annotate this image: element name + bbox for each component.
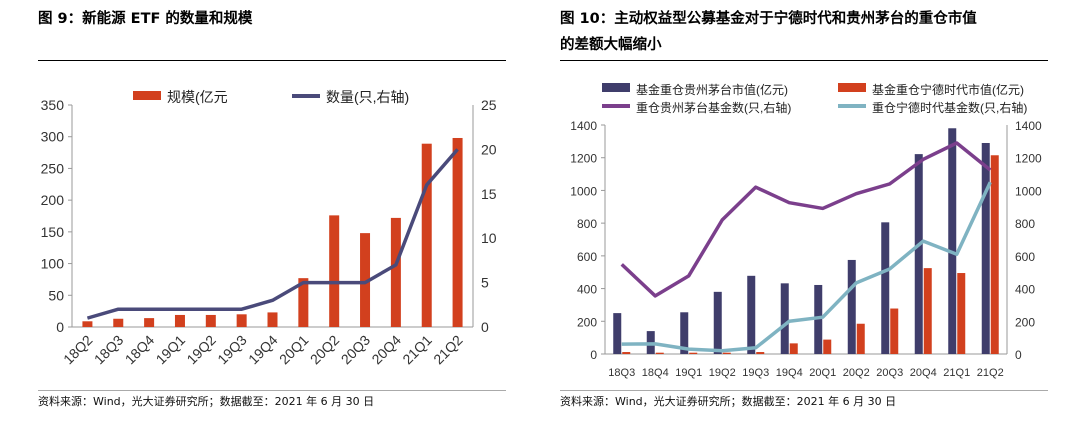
y2-tick-label: 600 (1015, 250, 1035, 264)
right-title-rule (560, 60, 1048, 61)
x-tick-label: 19Q3 (742, 367, 769, 379)
bar (82, 321, 93, 327)
y-tick-label: 1400 (570, 119, 597, 133)
bar (390, 217, 401, 327)
y-tick-label: 150 (41, 224, 65, 240)
bar (452, 137, 463, 327)
bar (780, 283, 789, 354)
bar (881, 222, 890, 354)
legend-label: 规模(亿元 (167, 89, 228, 105)
x-tick-label: 20Q3 (876, 367, 903, 379)
x-tick-label: 20Q4 (910, 367, 937, 379)
legend-swatch (602, 83, 630, 92)
bar (747, 275, 756, 354)
bar (655, 352, 664, 354)
x-tick-label: 19Q1 (675, 367, 702, 379)
bar (923, 268, 932, 354)
y-tick-label: 350 (41, 97, 65, 113)
y2-tick-label: 1400 (1015, 119, 1042, 133)
left-source: 资料来源：Wind，光大证券研究所；数据截至：2021 年 6 月 30 日 (38, 395, 375, 408)
y-tick-label: 300 (41, 129, 65, 145)
y-tick-label: 1200 (570, 152, 597, 166)
x-tick-label: 21Q1 (943, 367, 970, 379)
x-tick-label: 20Q2 (843, 367, 870, 379)
x-tick-label: 20Q1 (809, 367, 836, 379)
x-tick-label: 18Q3 (608, 367, 635, 379)
bar (613, 313, 622, 354)
legend-label: 基金重仓宁德时代市值(亿元) (872, 82, 1024, 97)
series-line (620, 141, 992, 298)
y2-tick-label: 1000 (1015, 184, 1042, 198)
bar (236, 314, 247, 327)
y2-tick-label: 800 (1015, 217, 1035, 231)
right-source: 资料来源：Wind，光大证券研究所；数据截至：2021 年 6 月 30 日 (560, 395, 897, 408)
y-tick-label: 0 (590, 348, 597, 362)
y-tick-label: 200 (577, 315, 597, 329)
legend-swatch (838, 83, 866, 92)
bar (990, 155, 999, 354)
left-source-rule (38, 390, 506, 391)
y-tick-label: 400 (577, 283, 597, 297)
bar (689, 352, 698, 354)
bar (957, 273, 966, 354)
right-chart-title-line2: 的差额大幅缩小 (560, 37, 662, 53)
legend-label: 数量(只,右轴) (326, 89, 409, 105)
bar (622, 352, 631, 354)
y2-tick-label: 10 (481, 230, 497, 246)
x-tick-label: 19Q2 (709, 367, 736, 379)
bar (823, 339, 832, 354)
y2-tick-label: 200 (1015, 315, 1035, 329)
bar (329, 215, 340, 327)
y-tick-label: 200 (41, 192, 65, 208)
legend-label: 重仓宁德时代基金数(只,右轴) (872, 100, 1027, 115)
bar (890, 308, 899, 354)
y-tick-label: 1000 (570, 184, 597, 198)
right-source-rule (560, 390, 1048, 391)
y2-tick-label: 400 (1015, 283, 1035, 297)
bar (267, 312, 278, 327)
bar (948, 128, 957, 354)
y-tick-label: 600 (577, 250, 597, 264)
y2-tick-label: 0 (481, 319, 489, 335)
y2-tick-label: 15 (481, 186, 497, 202)
bar (205, 314, 216, 327)
bar (144, 318, 155, 327)
bar (756, 352, 765, 354)
series-line (621, 181, 992, 353)
y-tick-label: 0 (56, 319, 64, 335)
y2-tick-label: 1200 (1015, 152, 1042, 166)
y-tick-label: 800 (577, 217, 597, 231)
bar (680, 312, 689, 354)
y2-tick-label: 0 (1015, 348, 1022, 362)
bar (914, 154, 923, 354)
left-chart-title: 图 9：新能源 ETF 的数量和规模 (38, 11, 253, 27)
bar (981, 142, 990, 354)
legend-swatch (133, 91, 161, 100)
bar (713, 291, 722, 354)
bar (113, 318, 124, 327)
y-tick-label: 50 (48, 287, 64, 303)
bar (856, 323, 865, 354)
bar (789, 343, 798, 354)
legend-label: 基金重仓贵州茅台市值(亿元) (636, 82, 788, 97)
bar (174, 314, 185, 327)
x-tick-label: 21Q2 (977, 367, 1004, 379)
right-chart-title-line1: 图 10：主动权益型公募基金对于宁德时代和贵州茅台的重仓市值 (560, 11, 977, 27)
bar (421, 143, 432, 327)
y-tick-label: 250 (41, 160, 65, 176)
legend-label: 重仓贵州茅台基金数(只,右轴) (636, 100, 791, 115)
bar (298, 278, 309, 327)
y2-tick-label: 25 (481, 97, 497, 113)
x-tick-label: 19Q4 (776, 367, 803, 379)
left-title-rule (38, 60, 506, 61)
bar (722, 352, 731, 354)
x-tick-label: 18Q4 (642, 367, 669, 379)
y2-tick-label: 20 (481, 141, 497, 157)
y-tick-label: 100 (41, 256, 65, 272)
y2-tick-label: 5 (481, 275, 489, 291)
bar (360, 233, 371, 327)
bar (847, 259, 856, 354)
